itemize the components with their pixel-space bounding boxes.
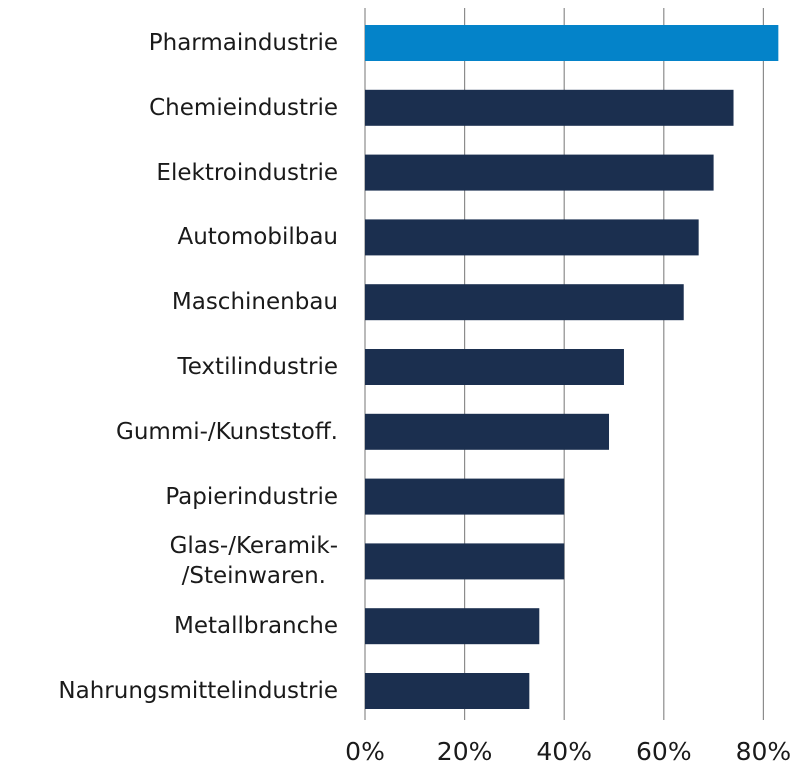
x-tick-label: 80% [735,737,792,766]
y-tick-label: Papierindustrie [165,483,338,510]
bar [365,284,684,321]
y-tick-label: Nahrungsmittelindustrie [58,678,338,704]
x-tick-label: 0% [345,737,385,766]
bar [365,543,565,580]
bar [365,349,624,385]
x-tick-label: 40% [536,737,592,766]
bar [365,608,540,645]
bar [365,25,779,61]
x-tick-label: 20% [436,737,493,766]
y-tick-label: Glas-/Keramik- /Steinwaren. [169,533,338,590]
bar [365,219,699,256]
bar [365,478,565,515]
x-tick-label: 60% [636,737,692,766]
y-tick-label: Automobilbau [177,224,338,251]
bar [365,154,714,191]
bar [365,673,530,709]
y-tick-label: Metallbranche [174,613,338,640]
y-tick-label: Maschinenbau [171,289,338,316]
y-tick-label: Gummi-/Kunststoff. [116,418,338,445]
y-tick-label: Chemieindustrie [149,94,338,121]
bar [365,413,610,450]
y-tick-label: Pharmaindustrie [148,30,338,56]
bar [365,89,734,126]
y-tick-label: Elektroindustrie [156,159,338,186]
y-tick-label: Textilindustrie [177,354,338,380]
